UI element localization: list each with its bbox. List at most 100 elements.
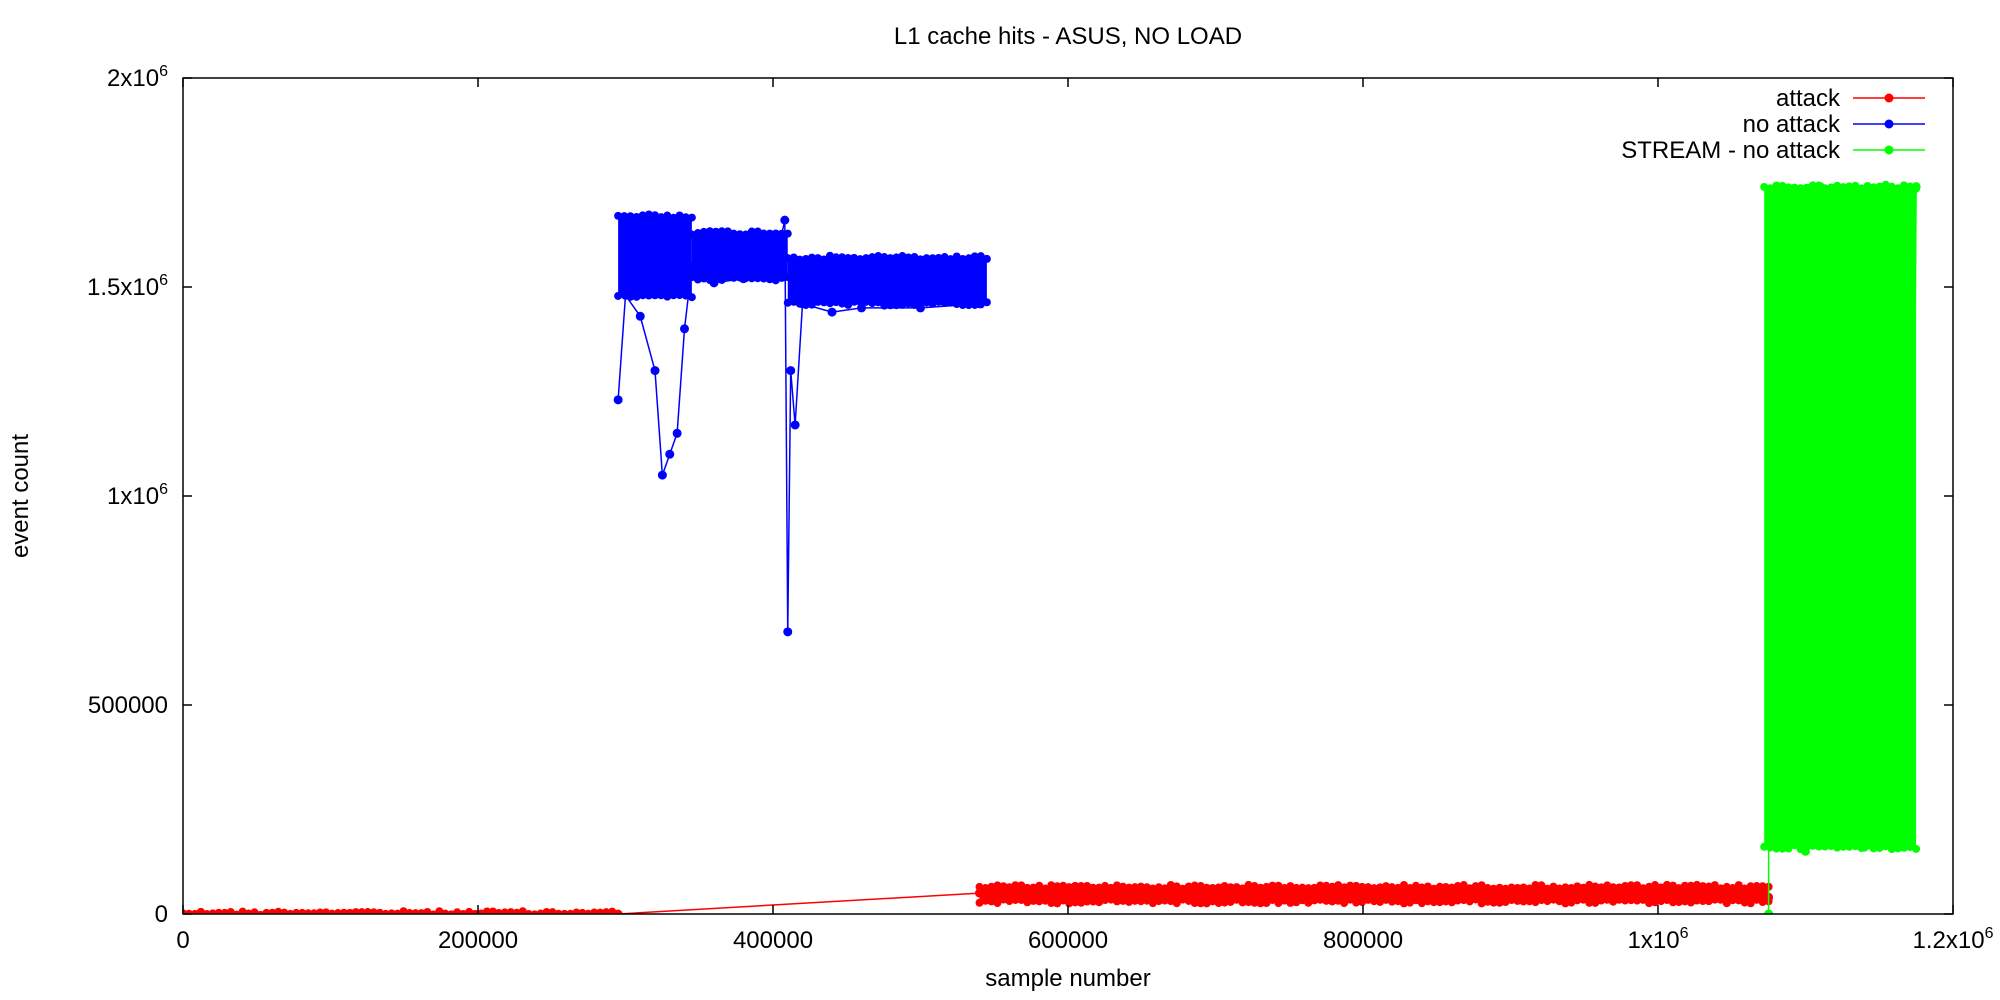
data-point (1686, 881, 1695, 890)
data-point (1827, 842, 1836, 851)
data-point (613, 395, 623, 405)
data-point (868, 253, 877, 262)
data-point (1411, 896, 1420, 905)
data-point (1573, 882, 1582, 891)
data-point (669, 291, 678, 300)
data-point (1513, 896, 1522, 905)
data-point (680, 324, 689, 334)
data-point (657, 213, 666, 222)
data-point (1310, 896, 1319, 905)
data-point (1047, 899, 1056, 908)
y-axis-label: event count (7, 434, 34, 558)
data-point (687, 213, 696, 222)
data-point (1525, 897, 1534, 906)
data-point (220, 908, 229, 914)
data-point (1704, 882, 1713, 891)
legend-item: STREAM - no attack (1621, 137, 1925, 164)
x-tick-label: 800000 (1323, 927, 1403, 954)
data-point (1704, 897, 1713, 906)
data-point (765, 229, 774, 238)
data-point (602, 909, 611, 914)
data-point (1645, 899, 1654, 908)
data-point (1238, 884, 1247, 893)
data-point (790, 420, 800, 430)
data-point (964, 254, 973, 263)
data-point (614, 291, 623, 300)
series-no-attack-band (614, 210, 696, 302)
data-point (1657, 883, 1666, 892)
data-point (1657, 897, 1666, 906)
data-point (1346, 895, 1355, 904)
data-point (669, 213, 678, 222)
data-point (693, 229, 702, 238)
data-point (1579, 895, 1588, 904)
data-point (1760, 842, 1769, 851)
data-point (1722, 899, 1731, 908)
data-point (1136, 897, 1145, 906)
y-tick-label: 500000 (88, 692, 168, 719)
data-point (1211, 887, 1220, 897)
data-point (651, 291, 659, 300)
legend-marker (1884, 145, 1894, 155)
data-point (856, 255, 865, 264)
data-point (1716, 895, 1725, 904)
legend-marker (1884, 93, 1894, 103)
data-point (1561, 899, 1570, 908)
y-tick-label: 1x106 (107, 481, 168, 510)
data-point (1238, 898, 1247, 907)
x-tick-label: 1.2x106 (1913, 925, 1994, 954)
data-point (1112, 881, 1121, 890)
data-point (1802, 183, 1811, 192)
data-point (1833, 843, 1842, 852)
data-point (1352, 881, 1361, 890)
series-attack (183, 880, 1774, 914)
data-point (1160, 896, 1169, 905)
x-tick-label: 600000 (1028, 927, 1108, 954)
data-point (1107, 883, 1116, 892)
data-point (786, 366, 796, 376)
data-point (975, 888, 984, 898)
data-point (1778, 844, 1787, 853)
data-point (687, 230, 696, 239)
data-point (578, 908, 587, 914)
data-point (1833, 181, 1842, 190)
data-point (838, 299, 847, 308)
data-point (1881, 180, 1890, 189)
data-point (1387, 897, 1396, 906)
data-point (1429, 898, 1438, 907)
data-point (739, 274, 748, 284)
data-point (1471, 895, 1480, 904)
data-point (741, 230, 750, 239)
data-point (1573, 896, 1582, 905)
data-point (1471, 882, 1480, 891)
data-point (1651, 881, 1660, 890)
series-layer (183, 180, 1921, 914)
data-point (1160, 884, 1169, 893)
data-point (1118, 882, 1127, 891)
data-point (1597, 896, 1606, 905)
data-point (1784, 844, 1793, 853)
data-point (1507, 895, 1516, 904)
data-point (813, 254, 822, 263)
data-point (375, 908, 384, 914)
data-point (675, 291, 684, 300)
data-point (1023, 883, 1032, 892)
series-stream-no-attack (1760, 180, 1921, 914)
data-point (657, 291, 666, 300)
data-point (993, 899, 1002, 908)
data-point (999, 895, 1008, 904)
data-point (952, 252, 961, 261)
data-point (1790, 841, 1799, 850)
data-point (465, 910, 474, 914)
data-point (1772, 844, 1781, 853)
data-point (874, 298, 883, 307)
data-point (862, 254, 871, 263)
data-point (1760, 182, 1769, 191)
data-point (459, 909, 468, 914)
data-point (1178, 895, 1187, 904)
data-point (1262, 882, 1271, 891)
data-point (940, 253, 949, 262)
data-point (1758, 898, 1767, 907)
x-axis-label: sample number (985, 965, 1150, 992)
series-stream-no-attack-band (1760, 180, 1921, 854)
